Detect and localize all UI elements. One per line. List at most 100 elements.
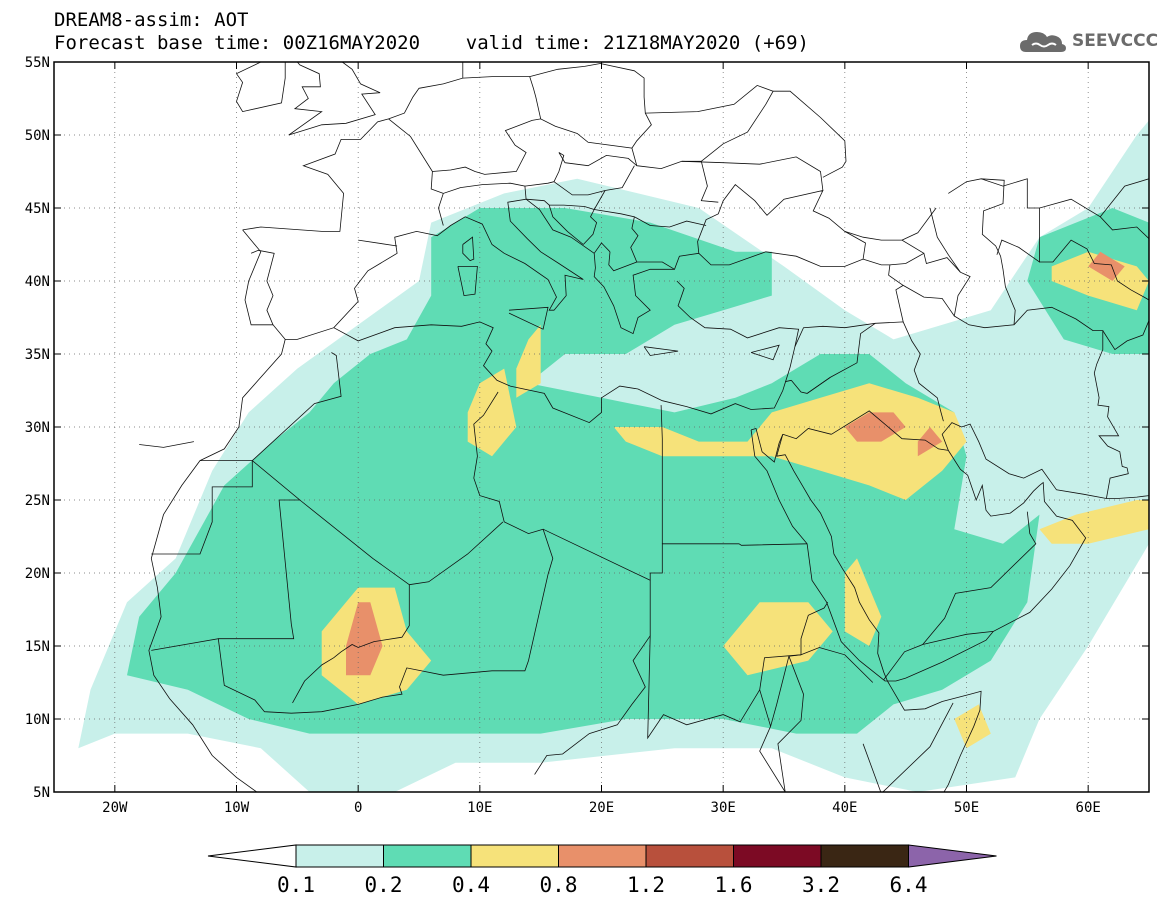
border-line-58 — [524, 181, 555, 187]
border-line-23 — [409, 521, 504, 586]
border-line-34 — [922, 631, 994, 645]
border-line-47 — [1102, 320, 1149, 351]
colorbar-label: 0.4 — [452, 873, 490, 897]
colorbar-max-arrow — [908, 844, 997, 868]
aot-region-13 — [844, 412, 906, 442]
colorbar-label: 6.4 — [890, 873, 928, 897]
border-line-10 — [235, 62, 286, 113]
border-line-0 — [242, 184, 866, 340]
border-line-24 — [534, 528, 651, 775]
aot-region-15 — [1088, 251, 1125, 281]
border-line-42 — [888, 252, 961, 286]
gridlines — [54, 62, 1149, 792]
border-line-32 — [862, 702, 954, 792]
border-line-39 — [790, 377, 831, 394]
border-line-68 — [773, 90, 847, 178]
border-line-8 — [288, 62, 381, 136]
border-line-41 — [895, 284, 955, 322]
border-line-70 — [901, 207, 937, 241]
colorbar-segment — [645, 844, 734, 868]
border-line-5 — [887, 680, 982, 792]
lat-tick-label: 45N — [25, 201, 50, 217]
lat-tick-label: 10N — [25, 712, 50, 728]
border-line-11 — [457, 265, 478, 297]
border-line-55 — [558, 152, 638, 167]
lat-tick-label: 15N — [25, 639, 50, 655]
lat-tick-label: 30N — [25, 420, 50, 436]
border-line-14 — [643, 346, 679, 356]
aot-region-11 — [1039, 500, 1149, 544]
cloud-icon — [1020, 32, 1066, 52]
border-line-65 — [636, 261, 675, 270]
colorbar-segment — [820, 844, 909, 868]
colorbar-min-arrow — [207, 844, 297, 868]
border-line-49 — [358, 239, 398, 247]
border-line-7 — [242, 62, 464, 232]
lat-tick-label: 5N — [33, 785, 50, 801]
lon-tick-label: 30E — [711, 800, 736, 816]
border-line-6 — [750, 428, 784, 463]
border-line-4 — [776, 434, 888, 682]
lat-tick-label: 40N — [25, 274, 50, 290]
border-line-56 — [553, 152, 565, 182]
border-line-20 — [218, 460, 301, 640]
border-line-40 — [785, 379, 792, 383]
border-line-46 — [1039, 239, 1149, 301]
border-line-71 — [948, 178, 1040, 209]
border-line-62 — [594, 209, 639, 272]
border-line-53 — [462, 76, 542, 119]
border-line-64 — [593, 242, 611, 254]
border-line-59 — [526, 198, 598, 245]
colorbar-segment — [733, 844, 822, 868]
border-line-28 — [770, 601, 829, 727]
border-line-44 — [1013, 306, 1129, 499]
colorbar-segment — [470, 844, 559, 868]
lon-tick-label: 50E — [954, 800, 979, 816]
border-line-1 — [148, 339, 286, 792]
lat-tick-label: 25N — [25, 493, 50, 509]
border-line-48 — [250, 249, 275, 325]
border-line-36 — [831, 410, 949, 451]
colorbar-label: 0.1 — [277, 873, 315, 897]
border-line-9 — [288, 62, 323, 136]
border-line-43 — [862, 258, 890, 266]
lat-tick-label: 55N — [25, 55, 50, 71]
border-line-17 — [929, 178, 1016, 329]
aot-region-4 — [467, 368, 517, 457]
colorbar-segment — [383, 844, 472, 868]
border-line-35 — [782, 428, 832, 440]
aot-region-12 — [346, 602, 383, 676]
colorbar-label: 1.6 — [715, 873, 753, 897]
border-line-54 — [529, 63, 652, 149]
border-line-30 — [759, 654, 802, 690]
country-borders — [139, 62, 1149, 792]
colorbar-label: 3.2 — [802, 873, 840, 897]
colorbar-label: 0.2 — [365, 873, 403, 897]
aot-region-7 — [723, 602, 833, 676]
aot-region-5 — [516, 324, 541, 398]
title-line-1: DREAM8-assim: AOT — [54, 9, 249, 31]
border-line-18 — [151, 391, 554, 714]
border-line-66 — [681, 156, 824, 191]
border-line-72 — [1099, 178, 1149, 218]
border-line-13 — [508, 306, 549, 330]
border-line-38 — [794, 322, 876, 347]
border-line-37 — [806, 321, 944, 422]
lat-tick-label: 50N — [25, 128, 50, 144]
border-line-52 — [388, 118, 433, 172]
border-line-57 — [553, 165, 635, 196]
axis-ticks: 55N 50N 45N 40N 35N 30N 25N 20N 15N 10N 5N 20W 10W 0 1… — [25, 55, 1149, 816]
colorbar-label: 1.2 — [627, 873, 665, 897]
border-line-63 — [634, 216, 707, 228]
aot-fill-layer — [78, 120, 1149, 792]
border-line-61 — [593, 190, 606, 210]
colorbar-segment — [558, 844, 647, 868]
lon-tick-label: 10W — [224, 800, 250, 816]
lon-tick-label: 0 — [354, 800, 362, 816]
border-line-69 — [844, 231, 925, 254]
border-line-27 — [647, 635, 786, 792]
border-line-3 — [750, 422, 1149, 682]
logo-text: SEEVCCC — [1072, 31, 1159, 51]
border-line-15 — [750, 344, 780, 361]
